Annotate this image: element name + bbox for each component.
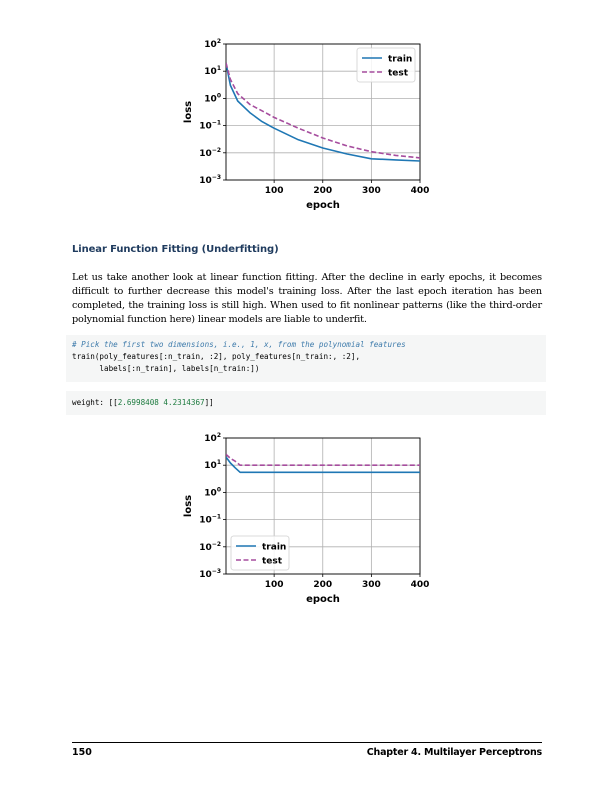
plot-frame: [225, 437, 421, 575]
code-input-block: # Pick the first two dimensions, i.e., 1…: [66, 335, 546, 382]
x-tick-label: 400: [411, 580, 430, 590]
x-tick-label: 200: [313, 186, 332, 196]
y-axis-label: loss: [183, 495, 194, 517]
y-tick-label: 10−1: [199, 514, 221, 526]
y-tick-label: 10−2: [199, 147, 221, 159]
y-tick-label: 10−3: [199, 174, 221, 186]
legend-box: [356, 47, 416, 83]
page-number: 150: [72, 747, 92, 758]
y-tick-label: 102: [204, 432, 221, 444]
x-axis-label: epoch: [306, 594, 340, 605]
output-values: 2.6998408 4.2314367: [117, 398, 205, 407]
series-line-test: [226, 453, 420, 467]
x-tick-label: 300: [362, 186, 381, 196]
legend-label-train: train: [262, 543, 286, 553]
section-paragraph: Let us take another look at linear funct…: [72, 272, 542, 325]
chart-svg: 100 200 300 400 102 101 100 10−1 10−2 10−3 epoch lo…: [183, 38, 430, 211]
y-tick-label: 101: [204, 459, 221, 471]
y-axis-label: loss: [183, 101, 194, 123]
y-tick-label: 100: [204, 92, 221, 104]
legend-label-test: test: [262, 557, 283, 567]
series-line-test: [226, 62, 420, 159]
legend-label-train: train: [388, 55, 412, 65]
x-axis-label: epoch: [306, 200, 340, 211]
series-line-train: [226, 62, 420, 162]
code-output-block: weight: [[2.6998408 4.2314367]]: [66, 391, 546, 415]
y-tick-label: 101: [204, 65, 221, 77]
x-tick-label: 200: [313, 580, 332, 590]
section-heading: Linear Function Fitting (Underfitting): [72, 244, 279, 255]
y-tick-label: 100: [204, 486, 221, 498]
series-line-train: [226, 456, 420, 474]
y-tick-label: 102: [204, 38, 221, 50]
x-tick-label: 400: [411, 186, 430, 196]
code-comment: # Pick the first two dimensions, i.e., 1…: [72, 340, 406, 349]
legend-box: [230, 535, 290, 571]
plot-frame: [225, 43, 421, 181]
training-loss-chart-linear: 100 200 300 400 102 101 100 10−1 10−2 10−3 epoch lo…: [170, 428, 440, 608]
legend-label-test: test: [388, 69, 409, 79]
x-tick-label: 100: [265, 186, 284, 196]
chart-svg: 100 200 300 400 102 101 100 10−1 10−2 10−3 epoch lo…: [183, 432, 430, 605]
footer-divider: [72, 742, 542, 743]
code-line-2: labels[:n_train], labels[n_train:]): [72, 364, 260, 373]
y-tick-label: 10−2: [199, 541, 221, 553]
y-tick-label: 10−1: [199, 120, 221, 132]
training-loss-chart-polynomial: 100 200 300 400 102 101 100 10−1 10−2 10−3 epoch lo…: [170, 34, 440, 214]
y-tick-label: 10−3: [199, 568, 221, 580]
output-prefix: weight: [[: [72, 398, 118, 407]
chapter-title: Chapter 4. Multilayer Perceptrons: [366, 747, 542, 758]
output-suffix: ]]: [204, 398, 214, 407]
x-tick-label: 300: [362, 580, 381, 590]
x-tick-label: 100: [265, 580, 284, 590]
code-line-1: train(poly_features[:n_train, :2], poly_…: [72, 352, 361, 361]
